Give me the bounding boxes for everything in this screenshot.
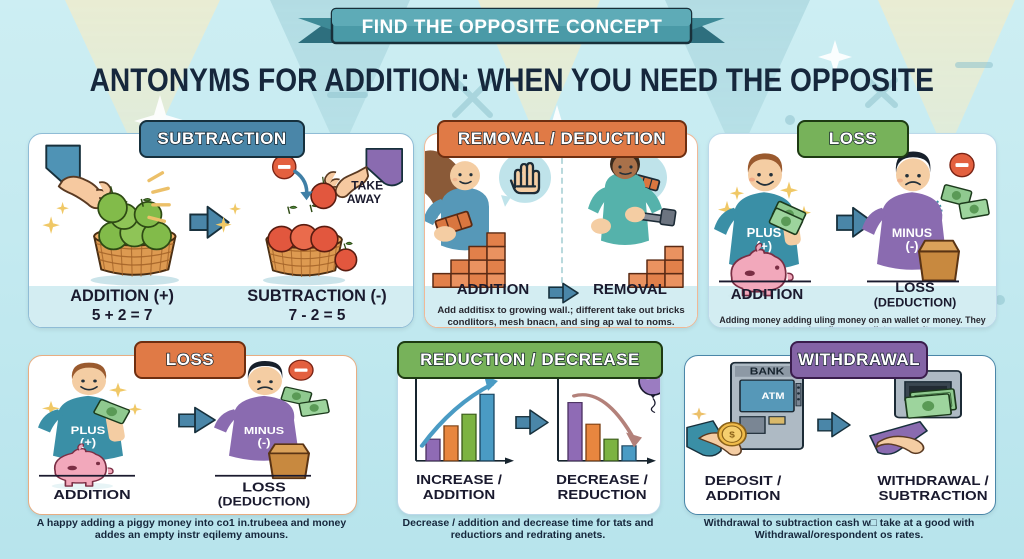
svg-text:(DEDUCTION): (DEDUCTION)	[874, 296, 957, 310]
svg-text:5 + 2 = 7: 5 + 2 = 7	[92, 307, 153, 324]
svg-text:7 - 2 = 5: 7 - 2 = 5	[289, 307, 346, 324]
svg-text:ADDITION: ADDITION	[706, 489, 781, 503]
svg-text:BANK: BANK	[750, 366, 785, 377]
svg-text:TAKE: TAKE	[351, 178, 383, 192]
svg-text:DEPOSIT /: DEPOSIT /	[705, 474, 782, 488]
svg-text:AWAY: AWAY	[347, 192, 381, 206]
svg-text:ADDITION: ADDITION	[423, 488, 495, 502]
svg-text:(-): (-)	[258, 436, 271, 449]
svg-text:ATM: ATM	[761, 392, 784, 402]
svg-text:WITHDRAWAL /: WITHDRAWAL /	[877, 474, 988, 488]
svg-text:REDUCTION: REDUCTION	[557, 488, 646, 502]
svg-text:SUBTRACTION: SUBTRACTION	[878, 489, 987, 503]
svg-text:PLUS: PLUS	[747, 225, 782, 240]
svg-text:ADDITION: ADDITION	[457, 282, 529, 298]
svg-text:LOSS: LOSS	[242, 481, 286, 495]
svg-text:LOSS: LOSS	[895, 280, 934, 296]
svg-text:FIND THE OPPOSITE CONCEPT: FIND THE OPPOSITE CONCEPT	[362, 17, 663, 38]
svg-text:PLUS: PLUS	[71, 424, 106, 437]
svg-text:ADDITION: ADDITION	[53, 488, 130, 502]
svg-text:$: $	[729, 430, 735, 439]
svg-text:ADDITION: ADDITION	[731, 287, 803, 303]
svg-text:ADDITION (+): ADDITION (+)	[70, 287, 174, 305]
svg-text:DECREASE /: DECREASE /	[556, 473, 648, 487]
svg-text:REMOVAL: REMOVAL	[593, 282, 667, 298]
svg-text:(DEDUCTION): (DEDUCTION)	[218, 495, 310, 509]
svg-text:(-): (-)	[906, 239, 919, 254]
svg-text:SUBTRACTION (-): SUBTRACTION (-)	[247, 287, 387, 305]
svg-text:INCREASE /: INCREASE /	[416, 473, 502, 487]
